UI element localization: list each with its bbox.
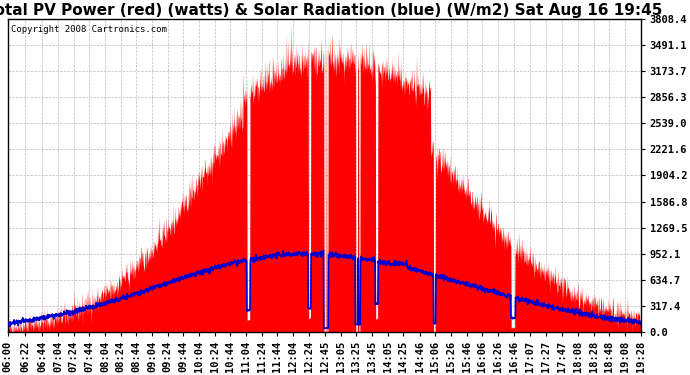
Text: Copyright 2008 Cartronics.com: Copyright 2008 Cartronics.com (11, 25, 167, 34)
Title: Total PV Power (red) (watts) & Solar Radiation (blue) (W/m2) Sat Aug 16 19:45: Total PV Power (red) (watts) & Solar Rad… (0, 3, 662, 18)
